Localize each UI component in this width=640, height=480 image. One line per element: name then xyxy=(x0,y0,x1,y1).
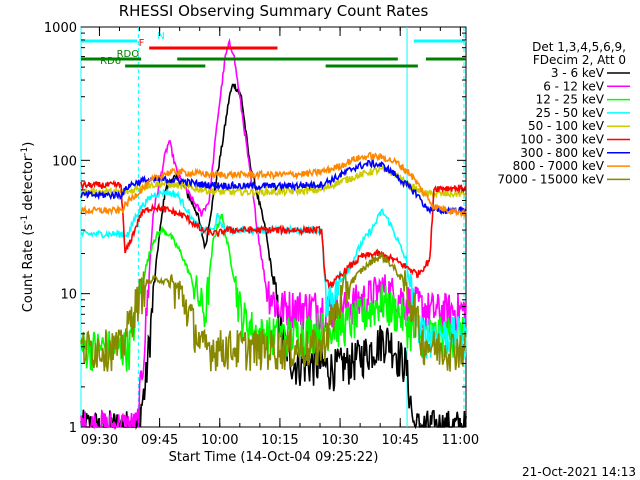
y-label-part: Count Rate (s xyxy=(21,224,36,313)
y-label-sup: -1 xyxy=(20,147,30,156)
legend-label: 7000 - 15000 keV xyxy=(497,172,604,186)
series-line xyxy=(80,213,467,372)
legend-header: Det 1,3,4,5,6,9, xyxy=(532,40,626,54)
legend-label: 6 - 12 keV xyxy=(543,79,605,93)
legend-header: FDecim 2, Att 0 xyxy=(533,53,626,67)
x-axis-label: Start Time (14-Oct-04 09:25:22) xyxy=(169,450,379,465)
x-tick-label: 09:45 xyxy=(141,433,178,448)
flag-label: RD6 xyxy=(100,56,121,67)
flag-label: F xyxy=(139,38,145,49)
x-tick-label: 10:15 xyxy=(261,433,298,448)
y-label-part: detector xyxy=(21,155,36,215)
legend-label: 50 - 100 keV xyxy=(528,119,605,133)
legend-label: 3 - 6 keV xyxy=(551,66,605,80)
legend-label: 100 - 300 keV xyxy=(520,133,604,147)
flag-label: N xyxy=(157,31,164,42)
y-label-sup: -1 xyxy=(20,215,30,224)
series-line xyxy=(80,158,467,215)
flag-label: RDO xyxy=(117,49,140,60)
series-line xyxy=(80,179,467,290)
series-line xyxy=(80,83,467,430)
legend-label: 12 - 25 keV xyxy=(536,93,605,107)
y-tick-label: 100 xyxy=(52,154,77,169)
axis-ticks: 1 10 100 1000 09:30 09:45 10:00 10:15 10:30 10:45… xyxy=(44,21,479,448)
y-tick-label: 1000 xyxy=(44,21,77,36)
y-axis-label: Count Rate (s-1 detector-1) xyxy=(20,142,36,313)
x-tick-label: 11:00 xyxy=(442,433,479,448)
y-tick-label: 10 xyxy=(60,288,77,303)
series-lines xyxy=(80,37,467,431)
legend-label: 800 - 7000 keV xyxy=(513,159,605,173)
legend: Det 1,3,4,5,6,9,FDecim 2, Att 03 - 6 keV… xyxy=(497,40,630,186)
y-label-part: ) xyxy=(21,142,36,147)
timestamp: 21-Oct-2021 14:13 xyxy=(522,465,636,479)
x-tick-label: 10:45 xyxy=(381,433,418,448)
x-tick-label: 10:30 xyxy=(321,433,358,448)
x-tick-label: 10:00 xyxy=(201,433,238,448)
legend-label: 25 - 50 keV xyxy=(536,106,605,120)
series-line xyxy=(80,151,467,219)
series-line xyxy=(80,251,467,372)
chart-title: RHESSI Observing Summary Count Rates xyxy=(119,2,429,20)
legend-label: 300 - 800 keV xyxy=(520,146,604,160)
y-tick-label: 1 xyxy=(69,421,77,436)
x-tick-label: 09:30 xyxy=(81,433,118,448)
